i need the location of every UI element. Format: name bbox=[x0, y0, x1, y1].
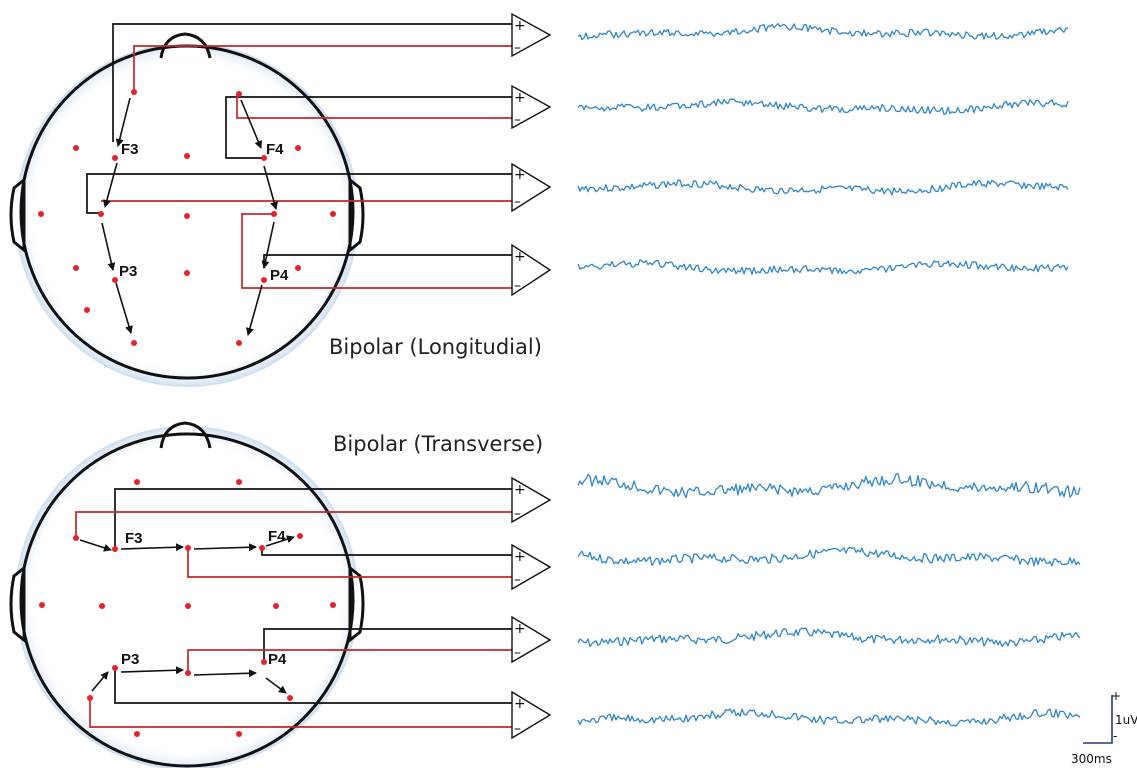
amplifier-5: + – bbox=[511, 476, 552, 524]
scale-time: 300ms bbox=[1071, 752, 1112, 766]
amp-plus: + bbox=[514, 482, 526, 498]
longitudinal-wires bbox=[86, 23, 520, 289]
transverse-electrodes bbox=[39, 479, 336, 737]
amp-minus: – bbox=[514, 278, 521, 294]
amp-minus: – bbox=[514, 112, 521, 128]
eeg-trace-8 bbox=[577, 708, 1081, 727]
eeg-trace-4 bbox=[577, 259, 1069, 275]
longitudinal-arrows bbox=[101, 97, 278, 336]
head-outline-bottom bbox=[9, 421, 365, 768]
label-f3: F3 bbox=[125, 530, 143, 547]
amplifier-4: + – bbox=[511, 243, 552, 297]
eeg-trace-3 bbox=[577, 179, 1069, 196]
amp-plus: + bbox=[514, 621, 526, 637]
amp-plus: + bbox=[514, 90, 526, 106]
amplifier-8: + – bbox=[511, 690, 552, 740]
amp-minus: – bbox=[514, 194, 521, 210]
label-f4: F4 bbox=[268, 528, 286, 545]
amp-plus: + bbox=[514, 18, 526, 34]
label-f4: F4 bbox=[266, 141, 284, 158]
label-p3: P3 bbox=[119, 263, 137, 280]
amplifier-7: + – bbox=[511, 615, 552, 664]
amp-minus: – bbox=[514, 506, 521, 522]
amp-plus: + bbox=[514, 167, 526, 183]
transverse-wires bbox=[75, 488, 520, 728]
eeg-trace-1 bbox=[577, 22, 1069, 41]
amp-minus: – bbox=[514, 645, 521, 661]
transverse-arrows bbox=[79, 535, 295, 694]
head-outline-top bbox=[9, 32, 365, 387]
amplifiers: + – + – + – + – + – + – + bbox=[511, 12, 552, 740]
amp-plus: + bbox=[514, 249, 526, 265]
amplifier-6: + – bbox=[511, 543, 552, 591]
label-p4: P4 bbox=[268, 651, 287, 668]
eeg-trace-5 bbox=[577, 473, 1081, 499]
label-f3: F3 bbox=[121, 141, 139, 158]
label-p4: P4 bbox=[270, 267, 289, 284]
amp-plus: + bbox=[514, 549, 526, 565]
transverse-panel: F3 F4 P3 P4 Bipolar (Transverse) bbox=[9, 421, 543, 768]
amp-minus: – bbox=[514, 572, 521, 588]
longitudinal-title: Bipolar (Longitudial) bbox=[329, 335, 542, 359]
eeg-trace-2 bbox=[577, 98, 1069, 115]
label-p3: P3 bbox=[121, 651, 139, 668]
eeg-trace-7 bbox=[577, 627, 1081, 648]
scale-amplitude: 1uV bbox=[1115, 713, 1137, 727]
amp-minus: – bbox=[514, 40, 521, 56]
scale-plus: + bbox=[1111, 689, 1121, 703]
eeg-trace-6 bbox=[577, 546, 1081, 567]
amp-plus: + bbox=[514, 696, 526, 712]
transverse-title: Bipolar (Transverse) bbox=[333, 432, 543, 456]
amplifier-1: + – bbox=[511, 12, 552, 58]
amp-minus: – bbox=[514, 721, 521, 737]
amplifier-3: + – bbox=[511, 162, 552, 213]
scale-minus: - bbox=[1113, 729, 1117, 743]
eeg-traces bbox=[577, 22, 1081, 727]
scale-bar: + 1uV - 300ms bbox=[1071, 689, 1137, 766]
amplifier-2: + – bbox=[511, 84, 552, 130]
longitudinal-panel: F3 F4 P3 P4 Bipolar (Longitudial) bbox=[9, 23, 542, 387]
longitudinal-electrodes bbox=[38, 89, 336, 346]
